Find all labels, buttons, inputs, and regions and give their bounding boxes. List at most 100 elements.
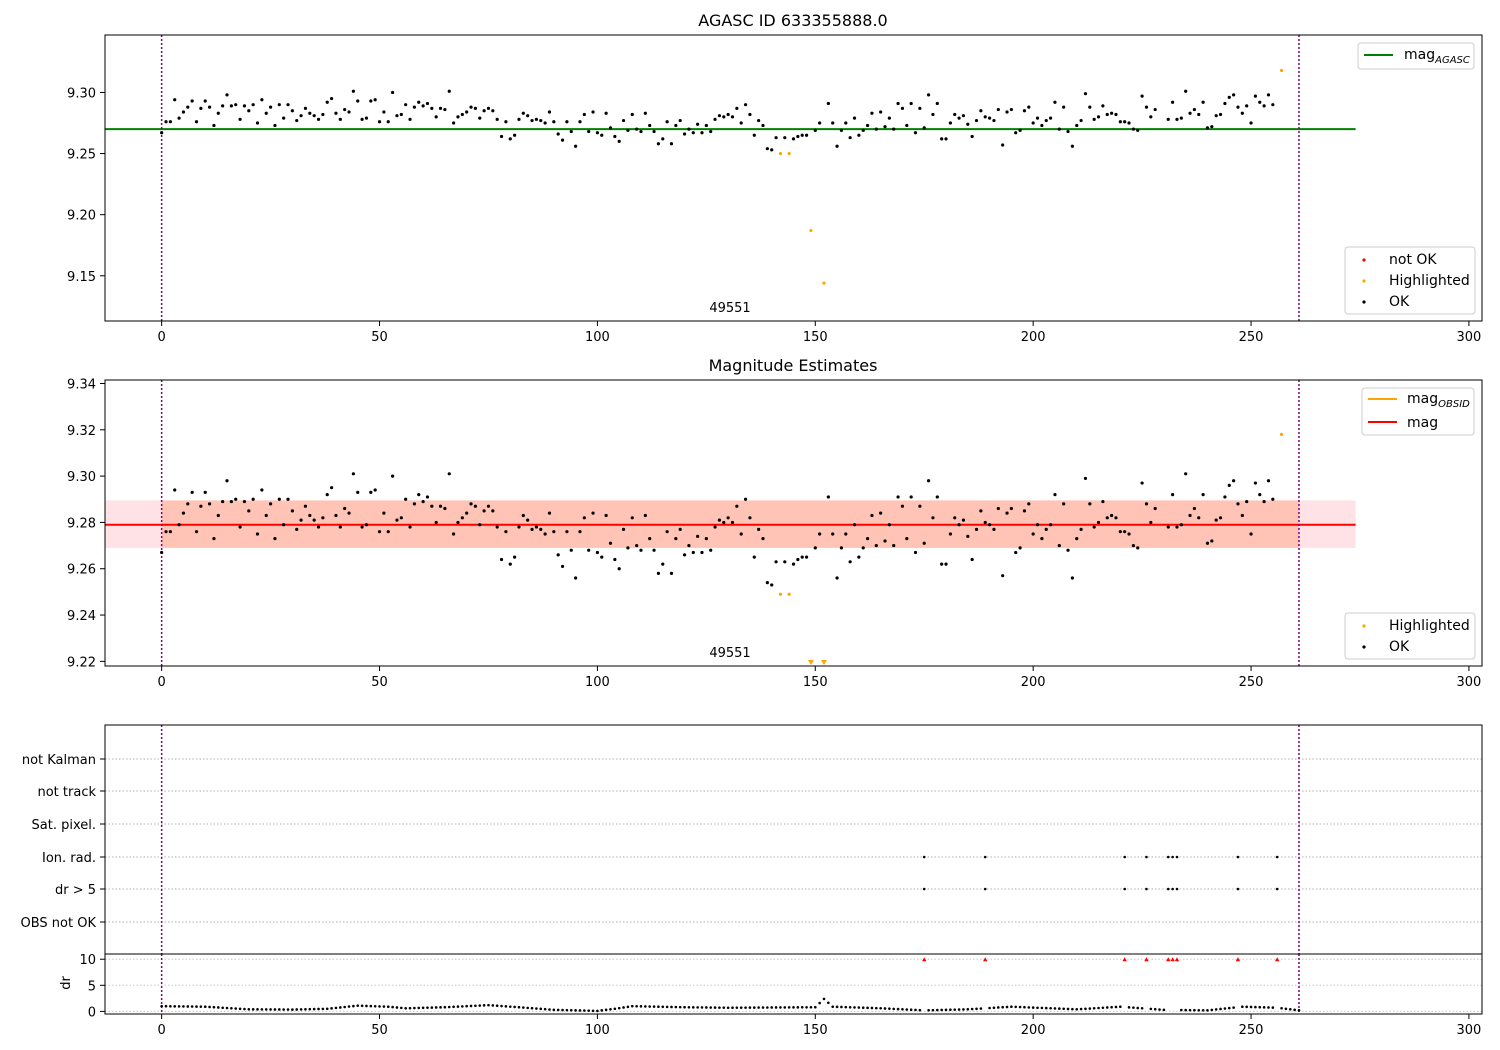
- dr-point: [661, 1005, 665, 1009]
- dr-point: [243, 1007, 246, 1011]
- dr-point: [278, 1008, 281, 1011]
- dr-point: [1223, 1007, 1227, 1010]
- ok-point: [1009, 506, 1013, 511]
- x-tick-label: 200: [1021, 330, 1046, 345]
- dr-point: [635, 1004, 638, 1008]
- ok-point: [1040, 537, 1044, 541]
- ok-point: [892, 543, 896, 548]
- ok-point: [1136, 128, 1140, 132]
- ok-point: [1118, 530, 1122, 534]
- ok-point: [931, 112, 935, 117]
- ok-point: [408, 117, 412, 121]
- ok-point: [852, 523, 857, 527]
- ok-point: [804, 555, 809, 559]
- ok-point: [826, 495, 830, 499]
- ok-point: [1044, 527, 1048, 531]
- ok-point: [861, 128, 865, 132]
- ok-point: [316, 117, 321, 121]
- legend-label-not-ok: not OK: [1389, 252, 1437, 268]
- ok-point: [351, 89, 355, 93]
- ok-point: [247, 109, 251, 113]
- dr-point: [966, 1008, 970, 1011]
- ok-point: [438, 106, 443, 110]
- y-tick-label: 9.20: [67, 209, 96, 224]
- ok-point: [800, 133, 804, 137]
- dr-point: [1271, 1006, 1275, 1009]
- ok-point: [879, 511, 883, 515]
- dr-high-point: [983, 957, 988, 962]
- dr-point: [308, 1007, 312, 1011]
- ok-point: [530, 527, 534, 531]
- ok-point: [909, 101, 913, 106]
- ok-point: [1223, 495, 1227, 499]
- dr-point: [517, 1005, 521, 1009]
- dr-point: [1001, 1005, 1004, 1009]
- dr-point: [787, 1006, 791, 1009]
- ok-point: [613, 557, 617, 562]
- panel-dr: 0 50 100 150 200 250 300 0 5 10 dr: [59, 953, 1483, 1038]
- ok-point: [526, 518, 530, 522]
- ok-point: [870, 513, 874, 518]
- dr-point: [343, 1005, 346, 1009]
- dr-point: [469, 1004, 473, 1008]
- ok-point: [730, 115, 735, 119]
- ok-point: [491, 109, 495, 113]
- ok-point: [404, 497, 408, 501]
- dr-point: [386, 1005, 390, 1008]
- dr-point: [648, 1005, 651, 1008]
- ok-point: [996, 107, 1000, 112]
- ok-point: [839, 128, 844, 132]
- ok-point: [1075, 123, 1079, 128]
- y-tick-label: 9.30: [67, 470, 96, 485]
- ok-point: [560, 138, 565, 142]
- ok-point: [460, 516, 464, 520]
- ok-point: [1227, 483, 1231, 487]
- ok-point: [221, 499, 225, 504]
- ok-point: [957, 116, 961, 120]
- dr-point: [639, 1005, 643, 1008]
- flag-point: [922, 855, 926, 859]
- dr-point: [1245, 1005, 1248, 1009]
- y-tick-label: 9.15: [67, 270, 96, 285]
- flag-point: [1171, 887, 1174, 891]
- ok-point: [730, 520, 735, 525]
- ok-point: [517, 525, 521, 529]
- flag-point: [1275, 855, 1279, 859]
- ok-point: [242, 499, 247, 504]
- ok-point: [369, 99, 373, 103]
- ok-point: [961, 114, 966, 118]
- ok-point: [207, 105, 212, 109]
- ok-point: [1083, 476, 1088, 481]
- ok-point: [874, 543, 878, 548]
- dr-point: [792, 1006, 795, 1009]
- dr-point: [936, 1008, 939, 1012]
- ok-point: [974, 118, 979, 123]
- dr-point: [813, 1005, 817, 1009]
- ok-point: [1210, 539, 1214, 543]
- dr-point: [426, 1006, 429, 1009]
- ok-point: [765, 581, 769, 585]
- dr-point: [282, 1008, 285, 1011]
- ok-point: [168, 120, 172, 124]
- ok-point: [600, 133, 604, 137]
- ok-point: [1079, 527, 1083, 531]
- dr-point: [182, 1005, 185, 1008]
- dr-high-point: [1122, 957, 1127, 962]
- ok-point: [887, 523, 891, 527]
- x-tick-label: 50: [371, 675, 388, 690]
- ok-point: [905, 537, 909, 541]
- ok-point: [373, 488, 377, 492]
- ok-point: [1092, 117, 1096, 121]
- ok-point: [648, 537, 652, 541]
- ok-point: [312, 114, 316, 118]
- flag-row-label: OBS not OK: [21, 916, 97, 931]
- ok-point: [303, 504, 308, 508]
- ok-point: [234, 497, 238, 501]
- dr-point: [940, 1008, 943, 1012]
- ok-point: [421, 104, 425, 108]
- ok-point: [569, 548, 573, 552]
- dr-point: [657, 1005, 660, 1008]
- ok-point: [547, 110, 552, 114]
- ok-point: [913, 550, 918, 555]
- ok-point: [347, 110, 351, 114]
